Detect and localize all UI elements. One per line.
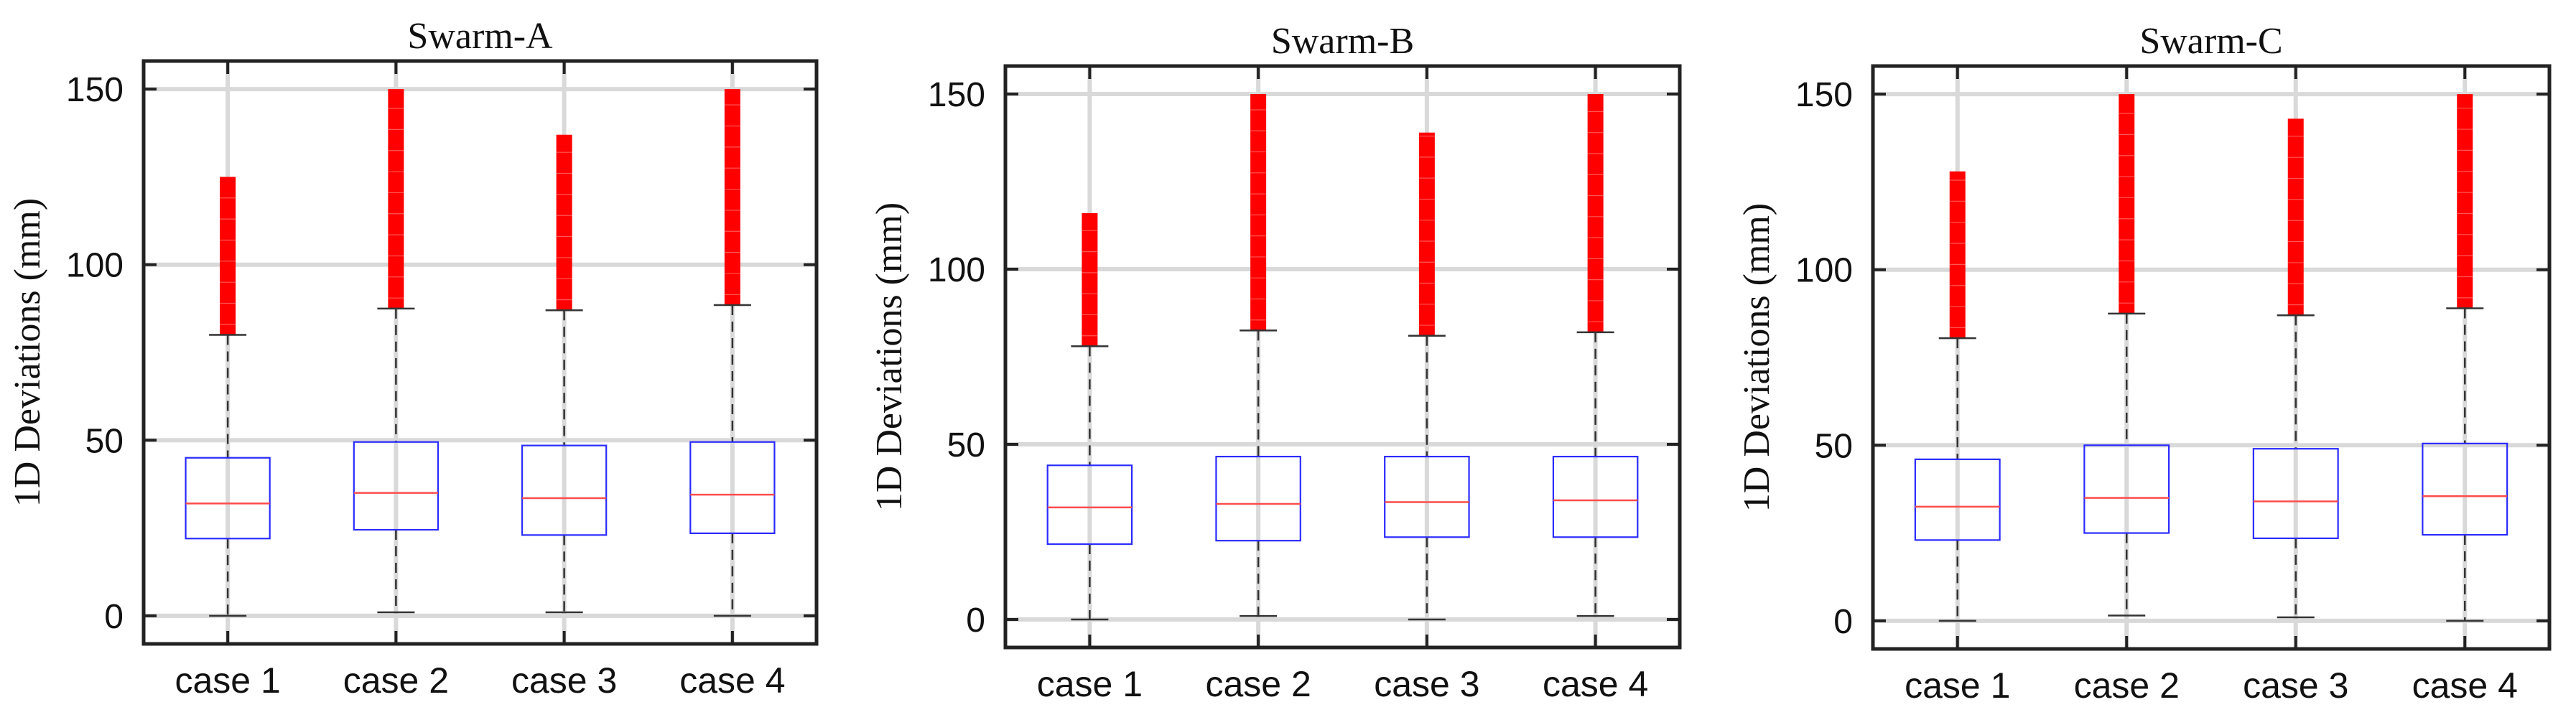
outlier-markers <box>1082 212 1098 347</box>
box-case-3 <box>1384 132 1470 621</box>
x-tick-label: case 1 <box>1037 664 1143 704</box>
box-case-2 <box>2083 94 2170 617</box>
box-iqr <box>1215 455 1301 542</box>
y-tick-label: 50 <box>947 426 985 464</box>
box-iqr <box>185 457 271 540</box>
y-tick-label: 150 <box>66 71 124 109</box>
outlier-markers <box>1250 94 1267 331</box>
x-tick-label: case 4 <box>679 660 785 701</box>
chart-panel-1: 0 50 100 150 case 1 case 2 case 3 case 4 Swarm-A… <box>7 16 819 701</box>
axes-frame <box>1871 64 2552 651</box>
box-iqr <box>2422 442 2508 536</box>
y-tick-label: 100 <box>66 247 124 285</box>
outlier-markers <box>556 134 572 311</box>
y-tick-label: 50 <box>1815 427 1853 465</box>
box-case-2 <box>1215 94 1301 617</box>
box-case-4 <box>689 89 776 617</box>
outlier-markers <box>2287 118 2304 316</box>
y-axis-label: 1D Deviations (mm) <box>1736 203 1777 512</box>
box-case-1 <box>185 177 271 617</box>
box-iqr <box>689 441 776 535</box>
outlier-markers <box>1587 94 1604 332</box>
y-axis-label: 1D Deviations (mm) <box>869 202 910 511</box>
axes-frame <box>141 59 819 646</box>
y-tick-label: 150 <box>1795 76 1853 114</box>
y-tick-label: 0 <box>104 598 124 636</box>
box-case-4 <box>2422 94 2508 622</box>
box-iqr <box>1552 455 1639 538</box>
box-case-1 <box>1046 212 1133 621</box>
box-iqr <box>2252 448 2339 540</box>
box-case-3 <box>521 134 608 614</box>
box-iqr <box>1046 464 1133 546</box>
outlier-markers <box>724 89 740 305</box>
box-case-1 <box>1914 171 2001 622</box>
chart-panel-2: 0 50 100 150 case 1 case 2 case 3 case 4 Swarm-B… <box>869 21 1682 704</box>
x-tick-label: case 3 <box>1374 664 1479 704</box>
x-tick-label: case 3 <box>511 660 617 701</box>
y-tick-label: 150 <box>928 76 985 114</box>
x-tick-label: case 2 <box>1205 664 1311 704</box>
y-tick-label: 0 <box>966 602 985 640</box>
y-axis-label: 1D Deviations (mm) <box>7 198 48 507</box>
x-tick-label: case 4 <box>1543 664 1648 704</box>
x-tick-label: case 3 <box>2243 665 2348 706</box>
x-tick-label: case 4 <box>2412 665 2518 706</box>
x-tick-label: case 2 <box>343 660 449 701</box>
box-iqr <box>1384 455 1470 538</box>
outlier-markers <box>1949 171 1966 339</box>
box-case-2 <box>353 89 440 614</box>
box-iqr <box>1914 458 2001 541</box>
box-iqr <box>521 444 608 536</box>
y-tick-label: 100 <box>1795 252 1853 290</box>
y-tick-label: 100 <box>928 251 985 289</box>
outlier-markers <box>1418 132 1435 336</box>
x-tick-label: case 2 <box>2074 665 2180 706</box>
box-case-3 <box>2252 118 2339 619</box>
outlier-markers <box>388 89 404 309</box>
box-iqr <box>2083 444 2170 534</box>
chart-title: Swarm-B <box>1271 21 1414 62</box>
box-case-4 <box>1552 94 1639 617</box>
y-tick-label: 50 <box>85 422 124 460</box>
y-tick-label: 0 <box>1833 603 1853 641</box>
axes-frame <box>1003 64 1682 650</box>
outlier-markers <box>2119 94 2135 314</box>
x-tick-label: case 1 <box>1905 665 2010 706</box>
chart-title: Swarm-C <box>2139 21 2282 62</box>
outlier-markers <box>2457 94 2473 309</box>
outlier-markers <box>220 177 236 335</box>
box-iqr <box>353 441 440 531</box>
chart-panel-3: 0 50 100 150 case 1 case 2 case 3 case 4 Swarm-C… <box>1736 21 2552 706</box>
chart-title: Swarm-A <box>407 16 553 57</box>
x-tick-label: case 1 <box>175 660 280 701</box>
